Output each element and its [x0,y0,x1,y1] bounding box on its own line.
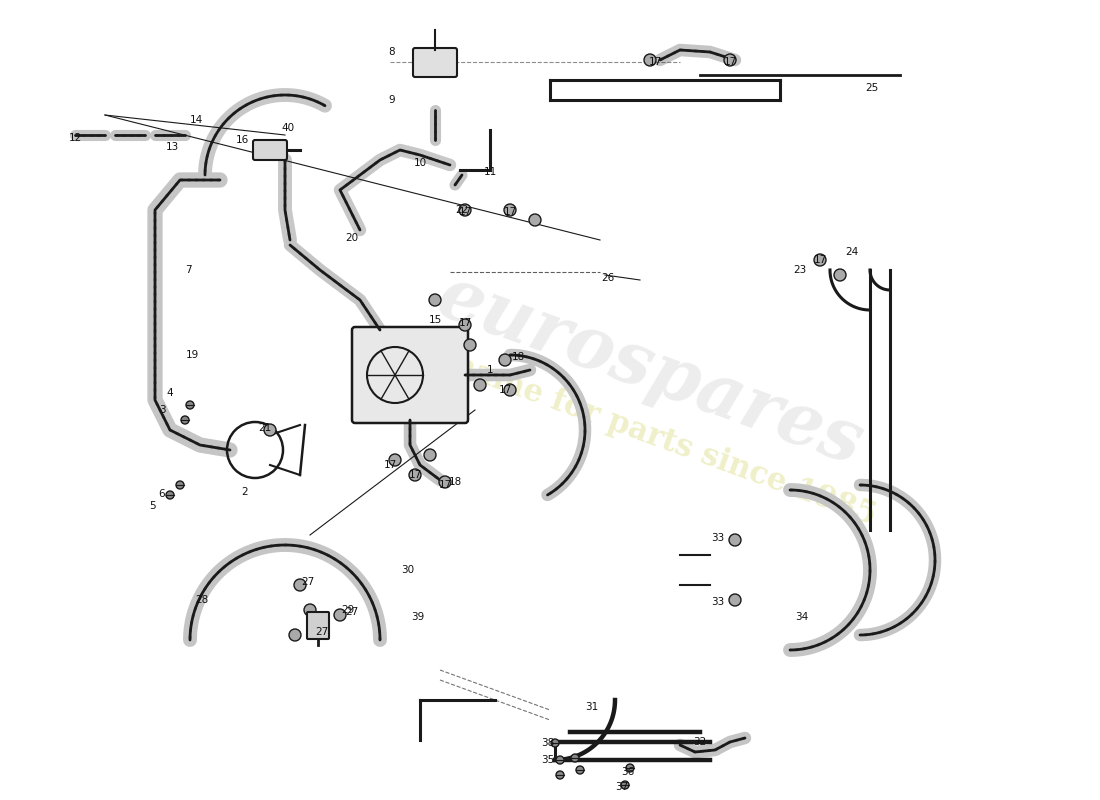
Circle shape [834,269,846,281]
Text: 1: 1 [486,365,493,375]
Circle shape [464,339,476,351]
Text: 13: 13 [165,142,178,152]
Text: 29: 29 [341,605,354,615]
Text: 30: 30 [402,565,415,575]
Circle shape [729,594,741,606]
Text: 37: 37 [615,782,628,792]
Circle shape [551,739,559,747]
Text: 39: 39 [411,612,425,622]
Text: 24: 24 [846,247,859,257]
Circle shape [644,54,656,66]
Text: 18: 18 [512,352,525,362]
Text: 26: 26 [602,273,615,283]
Circle shape [166,491,174,499]
Text: 17: 17 [648,57,661,67]
Circle shape [571,754,579,762]
Circle shape [182,416,189,424]
Text: 2: 2 [242,487,249,497]
Text: 38: 38 [541,738,554,748]
Text: 27: 27 [345,607,359,617]
Circle shape [264,424,276,436]
Circle shape [626,764,634,772]
Circle shape [304,604,316,616]
Text: 15: 15 [428,315,441,325]
Circle shape [621,781,629,789]
Text: 20: 20 [345,233,359,243]
FancyBboxPatch shape [352,327,468,423]
Circle shape [459,319,471,331]
Text: 17: 17 [724,57,737,67]
Text: 11: 11 [483,167,496,177]
Text: 17: 17 [498,385,512,395]
Circle shape [474,379,486,391]
Text: 7: 7 [185,265,191,275]
Text: 8: 8 [388,47,395,57]
Text: 40: 40 [282,123,295,133]
FancyBboxPatch shape [412,48,456,77]
Circle shape [459,204,471,216]
Text: 17: 17 [439,480,452,490]
Circle shape [424,449,436,461]
Circle shape [576,766,584,774]
Text: 27: 27 [316,627,329,637]
FancyBboxPatch shape [307,612,329,639]
Text: 32: 32 [693,737,706,747]
Text: 6: 6 [158,489,165,499]
Text: 3: 3 [158,405,165,415]
Circle shape [439,476,451,488]
Circle shape [504,204,516,216]
Circle shape [529,214,541,226]
Circle shape [289,629,301,641]
Text: a name for parts since 1985: a name for parts since 1985 [420,338,880,531]
Text: 22: 22 [455,205,469,215]
Text: 4: 4 [167,388,174,398]
Text: 33: 33 [712,597,725,607]
Text: 23: 23 [793,265,806,275]
Text: 17: 17 [408,470,421,480]
Circle shape [186,401,194,409]
Text: 10: 10 [414,158,427,168]
Circle shape [429,294,441,306]
Text: 16: 16 [235,135,249,145]
Circle shape [814,254,826,266]
Text: 5: 5 [148,501,155,511]
Circle shape [504,384,516,396]
Text: 14: 14 [189,115,202,125]
Circle shape [556,756,564,764]
Circle shape [556,771,564,779]
Text: 17: 17 [384,460,397,470]
Text: 12: 12 [68,133,81,143]
Text: 21: 21 [258,423,272,433]
Text: 25: 25 [866,83,879,93]
Text: 27: 27 [301,577,315,587]
Text: 18: 18 [449,477,462,487]
Circle shape [334,609,346,621]
Circle shape [294,579,306,591]
Text: 33: 33 [712,533,725,543]
Circle shape [176,481,184,489]
Text: 31: 31 [585,702,598,712]
FancyBboxPatch shape [253,140,287,160]
Circle shape [724,54,736,66]
Text: 9: 9 [388,95,395,105]
Text: 36: 36 [621,767,635,777]
Circle shape [409,469,421,481]
Text: 17: 17 [459,318,472,328]
Text: 17: 17 [813,255,826,265]
Text: eurospares: eurospares [428,260,872,480]
Circle shape [729,534,741,546]
Text: 34: 34 [795,612,808,622]
Circle shape [499,354,512,366]
Text: 19: 19 [186,350,199,360]
Text: 17: 17 [459,207,472,217]
Text: 17: 17 [504,207,517,217]
Text: 35: 35 [541,755,554,765]
Circle shape [389,454,402,466]
Text: 28: 28 [196,595,209,605]
